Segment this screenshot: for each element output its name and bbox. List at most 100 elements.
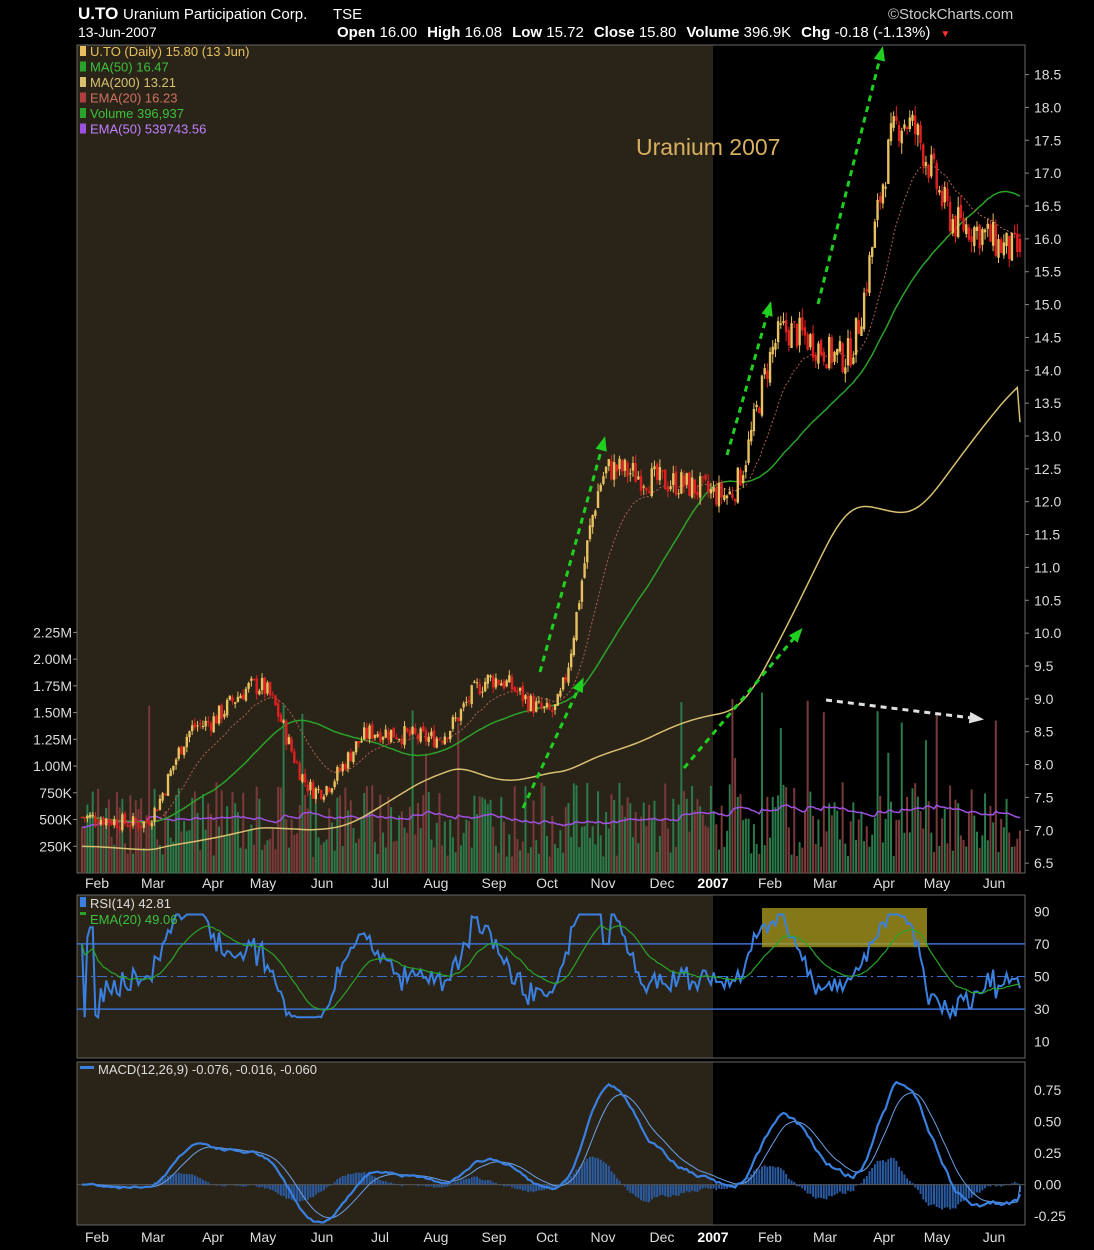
volume-bar — [392, 841, 395, 873]
price-tick-label: 9.5 — [1034, 658, 1054, 674]
volume-bar — [435, 822, 438, 873]
candle-body — [962, 217, 965, 231]
candle-body — [459, 709, 463, 721]
candle-body — [680, 472, 683, 494]
macd-histogram-bar — [269, 1184, 272, 1190]
volume-bar — [301, 713, 304, 873]
macd-histogram-bar — [838, 1184, 841, 1192]
candle-body — [763, 368, 766, 375]
candle-body — [959, 204, 963, 219]
volume-bar — [363, 792, 366, 873]
candle-body — [793, 321, 796, 323]
candle-body — [844, 367, 847, 374]
macd-histogram-bar — [451, 1183, 454, 1185]
volume-bar — [707, 827, 710, 873]
macd-histogram-bar — [924, 1184, 927, 1203]
macd-histogram-bar — [556, 1184, 559, 1186]
candle-body — [1016, 233, 1019, 253]
macd-histogram-bar — [938, 1184, 941, 1208]
macd-histogram-bar — [180, 1173, 183, 1185]
macd-histogram-bar — [465, 1178, 468, 1185]
candle-body — [905, 127, 909, 130]
volume-bar — [226, 806, 229, 873]
candle-body — [932, 153, 936, 160]
macd-histogram-bar — [779, 1168, 782, 1185]
candle-body — [768, 351, 772, 383]
candle-body — [801, 317, 804, 331]
macd-histogram-bar — [642, 1184, 645, 1202]
ma50-line — [81, 190, 1021, 823]
macd-histogram-bar — [473, 1176, 476, 1185]
volume-bar — [967, 812, 970, 873]
macd-histogram-bar — [266, 1184, 269, 1189]
candle-body — [639, 475, 643, 491]
arrow-head — [968, 712, 984, 724]
macd-histogram-bar — [223, 1184, 226, 1187]
volume-bar — [736, 796, 739, 873]
volume-bar — [822, 712, 825, 873]
volume-bar — [594, 844, 597, 873]
volume-bar — [1016, 838, 1019, 873]
volume-bar — [279, 787, 282, 873]
candle-body — [564, 676, 567, 681]
volume-bar — [156, 839, 159, 873]
macd-histogram-bar — [599, 1159, 602, 1185]
candle-body — [819, 340, 823, 355]
macd-histogram-bar — [484, 1180, 487, 1185]
candle-body — [414, 727, 417, 734]
macd-histogram-bar — [973, 1184, 976, 1195]
volume-bar — [451, 837, 454, 873]
candle-body — [846, 338, 850, 366]
volume-bar — [640, 816, 643, 873]
candle-body — [618, 458, 621, 470]
candle-body — [946, 188, 949, 202]
candle-body — [1018, 238, 1022, 252]
candle-body — [989, 224, 992, 242]
macd-histogram-bar — [312, 1184, 315, 1198]
macd-histogram-bar — [277, 1184, 280, 1195]
volume-bar — [486, 804, 489, 873]
volume-bar — [666, 828, 669, 873]
macd-histogram-bar — [984, 1184, 987, 1189]
macd-histogram-bar — [314, 1184, 317, 1195]
macd-histogram-bar — [357, 1172, 360, 1185]
brand-watermark[interactable]: ©StockCharts.com — [888, 6, 1014, 23]
macd-histogram-bar — [446, 1184, 449, 1187]
candle-body — [333, 781, 336, 788]
candle-body — [747, 439, 750, 463]
candle-body — [110, 821, 113, 825]
macd-histogram-bar — [242, 1184, 245, 1187]
volume-bar — [626, 797, 629, 873]
volume-bar — [674, 846, 677, 873]
macd-histogram-bar — [548, 1184, 551, 1189]
candle-body — [978, 224, 981, 249]
volume-bar — [234, 803, 237, 873]
price-tick-label: 11.0 — [1034, 559, 1060, 575]
volume-bar — [661, 817, 664, 873]
volume-bar — [169, 837, 172, 873]
macd-histogram-bar — [236, 1184, 239, 1186]
candle-body — [814, 355, 817, 361]
volume-bar — [779, 728, 782, 873]
candle-body — [80, 816, 84, 818]
candle-body — [991, 221, 995, 246]
candle-body — [553, 704, 557, 710]
macd-histogram-bar — [755, 1168, 758, 1185]
candle-body — [352, 751, 355, 763]
candle-body — [349, 752, 352, 762]
volume-bar — [597, 791, 600, 873]
candle-body — [873, 221, 877, 248]
macd-histogram-bar — [215, 1184, 218, 1186]
macd-histogram-bar — [161, 1178, 164, 1185]
quote-value: 396.9K — [743, 24, 792, 41]
company-name: Uranium Participation Corp. — [123, 6, 308, 23]
macd-histogram-bar — [787, 1178, 790, 1185]
volume-bar — [1008, 832, 1011, 873]
volume-bar — [236, 812, 239, 873]
macd-histogram-bar — [677, 1184, 680, 1196]
candle-body — [887, 139, 890, 184]
macd-histogram-bar — [494, 1182, 497, 1185]
candle-body — [572, 638, 576, 656]
dotted-line-icon — [80, 92, 86, 103]
